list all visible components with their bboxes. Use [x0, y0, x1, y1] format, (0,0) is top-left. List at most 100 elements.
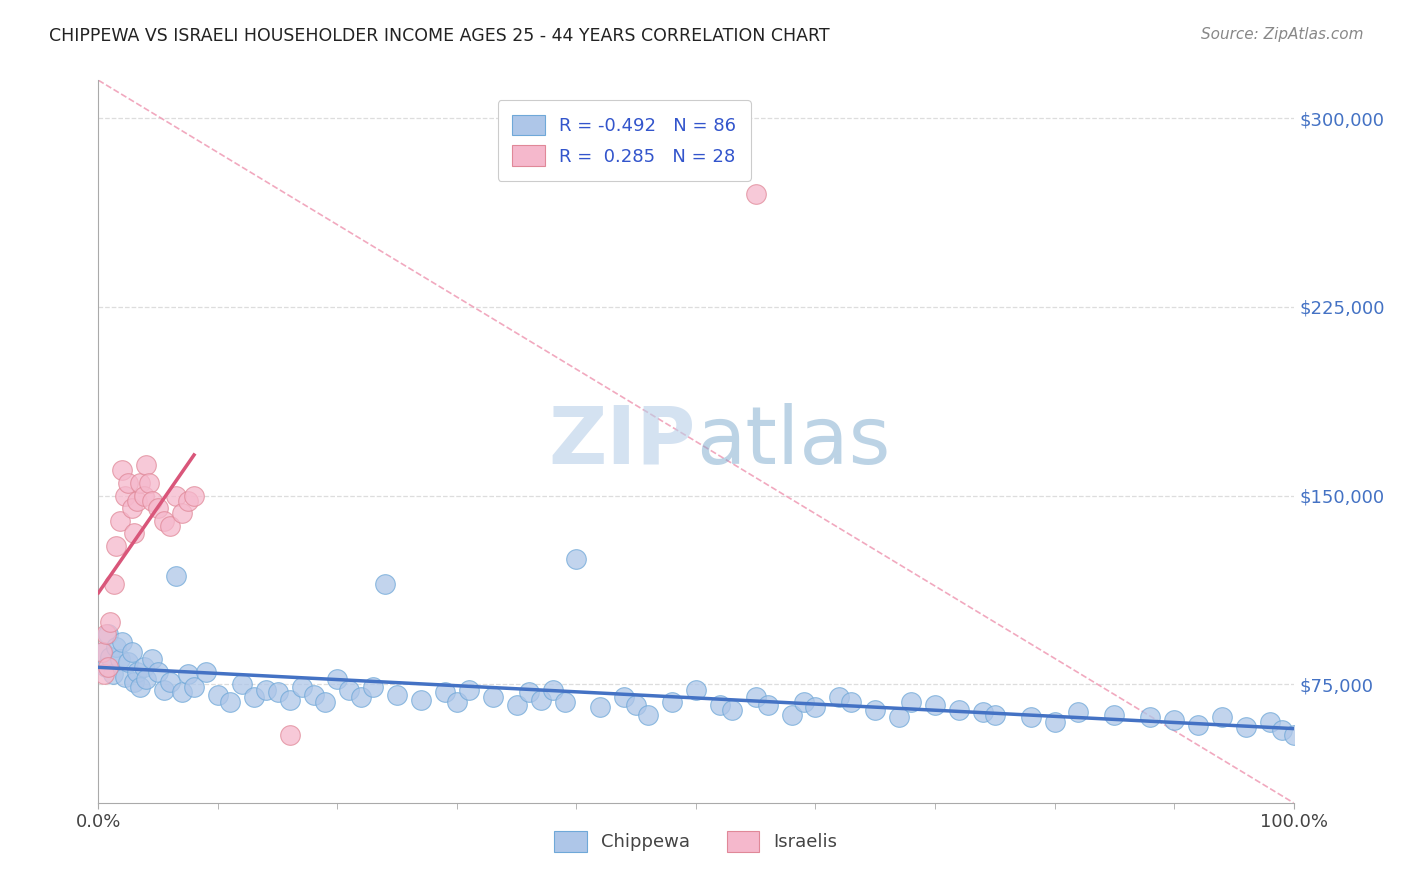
Point — [756, 698, 779, 712]
Point — [129, 476, 152, 491]
Point — [98, 615, 122, 629]
Point — [148, 501, 170, 516]
Point — [841, 695, 863, 709]
Point — [745, 186, 768, 201]
Point — [135, 458, 157, 473]
Point — [124, 675, 146, 690]
Legend: Chippewa, Israelis: Chippewa, Israelis — [547, 823, 845, 859]
Point — [114, 670, 136, 684]
Point — [111, 634, 134, 648]
Point — [385, 688, 409, 702]
Point — [374, 576, 396, 591]
Point — [172, 685, 194, 699]
Point — [1211, 710, 1233, 724]
Point — [350, 690, 373, 704]
Point — [315, 695, 337, 709]
Text: CHIPPEWA VS ISRAELI HOUSEHOLDER INCOME AGES 25 - 44 YEARS CORRELATION CHART: CHIPPEWA VS ISRAELI HOUSEHOLDER INCOME A… — [49, 27, 830, 45]
Point — [267, 685, 290, 699]
Point — [721, 703, 744, 717]
Point — [91, 645, 114, 659]
Point — [138, 476, 160, 491]
Point — [94, 627, 117, 641]
Point — [105, 640, 128, 654]
Text: ZIP: ZIP — [548, 402, 696, 481]
Point — [565, 551, 588, 566]
Point — [948, 703, 970, 717]
Point — [94, 660, 117, 674]
Point — [589, 700, 612, 714]
Point — [889, 710, 911, 724]
Point — [828, 690, 851, 704]
Point — [125, 493, 148, 508]
Point — [108, 514, 131, 528]
Point — [129, 680, 152, 694]
Point — [278, 692, 301, 706]
Point — [411, 692, 433, 706]
Point — [434, 685, 457, 699]
Point — [685, 682, 707, 697]
Point — [745, 690, 768, 704]
Point — [900, 695, 922, 709]
Point — [291, 680, 314, 694]
Point — [637, 707, 659, 722]
Point — [458, 682, 481, 697]
Point — [98, 649, 122, 664]
Point — [117, 476, 139, 491]
Point — [125, 665, 148, 679]
Point — [1043, 715, 1066, 730]
Point — [1271, 723, 1294, 737]
Point — [132, 660, 155, 674]
Point — [1104, 707, 1126, 722]
Point — [339, 682, 361, 697]
Text: Source: ZipAtlas.com: Source: ZipAtlas.com — [1201, 27, 1364, 42]
Point — [183, 489, 205, 503]
Point — [124, 526, 146, 541]
Point — [1258, 715, 1281, 730]
Point — [254, 682, 277, 697]
Point — [111, 463, 134, 477]
Point — [243, 690, 266, 704]
Point — [207, 688, 229, 702]
Point — [97, 660, 120, 674]
Point — [302, 688, 325, 702]
Point — [114, 489, 136, 503]
Point — [541, 682, 564, 697]
Point — [506, 698, 529, 712]
Point — [159, 675, 181, 690]
Point — [195, 665, 218, 679]
Point — [482, 690, 505, 704]
Point — [153, 682, 176, 697]
Point — [219, 695, 242, 709]
Point — [121, 645, 143, 659]
Point — [177, 667, 200, 681]
Point — [984, 707, 1007, 722]
Point — [530, 692, 553, 706]
Point — [177, 493, 200, 508]
Point — [278, 728, 301, 742]
Point — [165, 489, 187, 503]
Point — [135, 673, 157, 687]
Point — [865, 703, 887, 717]
Point — [972, 705, 994, 719]
Point — [97, 627, 120, 641]
Point — [613, 690, 636, 704]
Point — [153, 514, 176, 528]
Point — [91, 645, 114, 659]
Point — [1234, 720, 1257, 734]
Point — [117, 655, 139, 669]
Text: atlas: atlas — [696, 402, 890, 481]
Point — [804, 700, 827, 714]
Point — [132, 489, 155, 503]
Point — [780, 707, 803, 722]
Point — [103, 576, 125, 591]
Point — [159, 519, 181, 533]
Point — [108, 652, 131, 666]
Point — [101, 667, 124, 681]
Point — [1163, 713, 1185, 727]
Point — [165, 569, 187, 583]
Point — [1067, 705, 1090, 719]
Point — [1282, 728, 1305, 742]
Point — [148, 665, 170, 679]
Point — [554, 695, 576, 709]
Point — [105, 539, 128, 553]
